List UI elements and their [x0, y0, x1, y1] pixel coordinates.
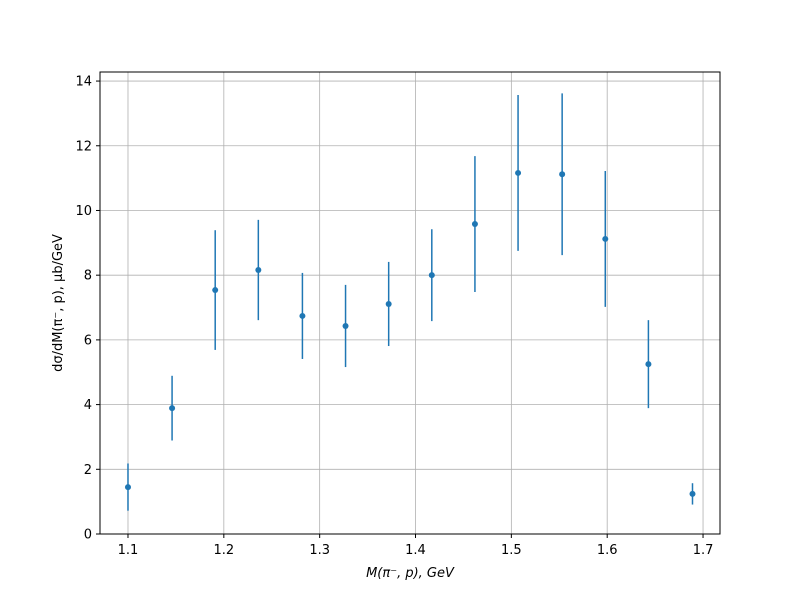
data-point [428, 272, 435, 279]
data-point [124, 484, 131, 491]
data-point [645, 361, 652, 368]
y-tick-label: 0 [84, 528, 92, 543]
x-tick-label: 1.3 [309, 543, 330, 558]
x-tick-label: 1.4 [405, 543, 426, 558]
y-tick-label: 2 [84, 463, 92, 478]
y-tick-label: 10 [75, 204, 92, 219]
data [124, 93, 696, 511]
data-point [602, 235, 609, 242]
data-point [212, 287, 219, 294]
data-point [689, 490, 696, 497]
y-tick-label: 8 [84, 269, 92, 284]
y-axis-label: dσ/dM(π⁻, p), μb/GeV [51, 234, 66, 372]
data-point [559, 171, 566, 178]
grid [100, 72, 720, 535]
data-point [299, 312, 306, 319]
x-tick-label: 1.7 [693, 543, 714, 558]
y-tick-label: 14 [75, 75, 92, 90]
data-point [255, 267, 262, 273]
x-tick-label: 1.5 [501, 543, 522, 558]
data-point [342, 322, 349, 329]
data-point [385, 300, 392, 307]
x-tick-label: 1.2 [213, 543, 234, 558]
data-point [515, 169, 522, 176]
x-tick-label: 1.6 [597, 543, 618, 558]
plot-frame [99, 71, 721, 535]
data-point [471, 221, 478, 228]
y-tick-label: 6 [84, 333, 92, 348]
data-point [169, 405, 176, 412]
x-axis-label: M(π⁻, p), GeV [366, 566, 455, 581]
y-tick-label: 12 [75, 139, 92, 154]
y-tick-label: 4 [84, 398, 92, 413]
x-tick-label: 1.1 [118, 543, 139, 558]
